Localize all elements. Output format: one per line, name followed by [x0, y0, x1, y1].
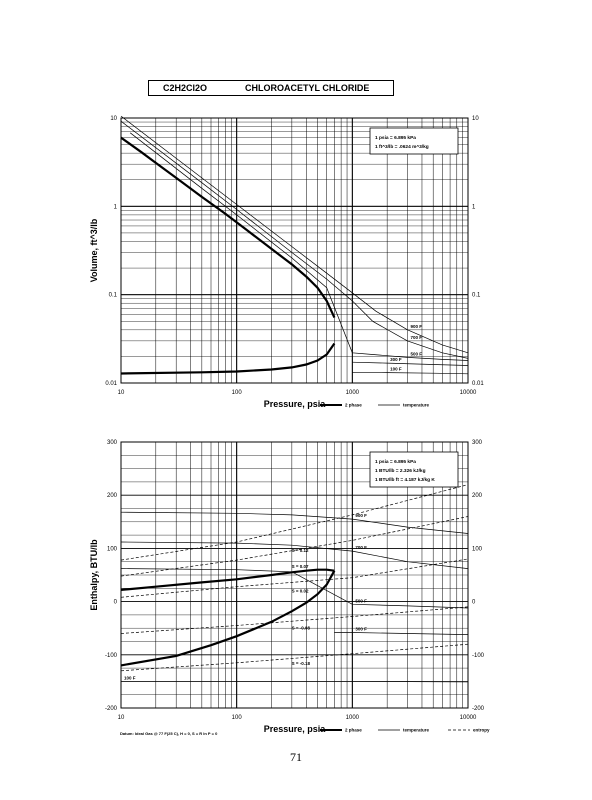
y-tick-label-left: 0: [114, 600, 118, 606]
y-tick-label-left: 200: [107, 493, 118, 499]
isotherm-label: 900 F: [411, 324, 423, 329]
entropy-line: [120, 606, 469, 634]
y-tick-label-right: 0.1: [472, 293, 481, 299]
conversion-note-box: [369, 127, 459, 155]
y-tick-label-right: -100: [472, 653, 485, 659]
y-tick-label-left: 100: [107, 546, 118, 552]
isotherm-line: [129, 132, 469, 361]
datum-footnote: Datum: Ideal Gas @ 77 F(25 C), H = 0, S …: [120, 731, 218, 736]
x-tick-label: 100: [232, 715, 243, 721]
isotherm-label: 500 F: [355, 598, 367, 603]
y-tick-label-right: 10: [472, 116, 479, 122]
entropy-line-label: S = -0.18: [292, 661, 311, 666]
isotherm-line: [334, 632, 469, 635]
y-tick-label-right: 300: [472, 440, 483, 446]
entropy-line-label: S = 0.12: [292, 548, 309, 553]
y-axis-label: Enthalpy, BTU/lb: [89, 539, 99, 611]
conversion-note-line: 1 psia = 6.895 kPa: [375, 459, 416, 465]
legend-label: temperature: [403, 403, 430, 408]
plot-frame: [120, 117, 469, 384]
conversion-note-line: 1 ft^3/lb = .0624 m^3/kg: [375, 144, 429, 150]
y-tick-label-left: 300: [107, 440, 118, 446]
x-tick-label: 10000: [460, 390, 477, 396]
plot-frame: [120, 441, 469, 709]
y-tick-label-right: 0.01: [472, 381, 484, 387]
legend-label: temperature: [403, 728, 430, 733]
y-tick-label-left: -100: [105, 653, 118, 659]
two-phase-liquid-curve: [120, 342, 336, 375]
y-tick-label-left: -200: [105, 706, 118, 712]
isotherm-label: 700 F: [355, 545, 367, 550]
conversion-note-line: 1 BTU/lb = 2.326 kJ/kg: [375, 468, 426, 474]
isotherm-label: 300 F: [355, 626, 367, 631]
two-phase-liquid-curve: [120, 570, 336, 667]
y-tick-label-left: 1: [114, 204, 118, 210]
isotherm-label: 900 F: [355, 513, 367, 518]
isotherm-line: [352, 371, 469, 375]
y-axis-label: Volume, ft^3/lb: [89, 218, 99, 282]
entropy-line: [120, 558, 469, 598]
isotherm-label: 700 F: [411, 335, 423, 340]
legend-label: entropy: [473, 728, 490, 733]
x-tick-label: 1000: [346, 390, 360, 396]
conversion-note-box: [369, 451, 459, 488]
x-tick-label: 1000: [346, 715, 360, 721]
x-tick-label: 10000: [460, 715, 477, 721]
two-phase-vapor-curve: [120, 136, 336, 319]
isotherm-line: [120, 115, 469, 354]
entropy-line-label: S = -0.08: [292, 626, 311, 631]
isotherm-line: [120, 511, 469, 534]
two-phase-vapor-curve: [120, 568, 335, 591]
conversion-note-line: 1 BTU/lb ft = 4.187 kJ/kg K: [375, 477, 435, 483]
y-tick-label-right: 1: [472, 204, 476, 210]
isotherm-line: [352, 361, 469, 366]
isotherm-line: [121, 681, 469, 683]
x-tick-label: 10: [118, 390, 125, 396]
x-tick-label: 100: [232, 390, 243, 396]
chemical-name: CHLOROACETYL CHLORIDE: [245, 83, 370, 93]
y-tick-label-right: 200: [472, 493, 483, 499]
y-tick-label-left: 10: [110, 116, 117, 122]
y-tick-label-right: 0: [472, 600, 476, 606]
y-tick-label-right: 100: [472, 546, 483, 552]
x-axis-label: Pressure, psia: [264, 724, 327, 734]
y-tick-label-left: 0.1: [109, 293, 118, 299]
page-number: 71: [290, 750, 302, 764]
x-tick-label: 10: [118, 715, 125, 721]
entropy-line: [120, 516, 469, 577]
title-box: C2H2Cl2O CHLOROACETYL CHLORIDE: [148, 80, 394, 96]
y-tick-label-left: 0.01: [105, 381, 117, 387]
isotherm-label: 500 F: [411, 351, 423, 356]
entropy-line-label: S = 0.07: [292, 564, 309, 569]
entropy-line: [120, 484, 469, 561]
entropy-line-label: S = 0.02: [292, 589, 309, 594]
isotherm-line: [120, 120, 469, 359]
isotherm-label: 100 F: [124, 675, 136, 680]
isotherm-label: 100 F: [390, 367, 402, 372]
x-axis-label: Pressure, psia: [264, 399, 327, 409]
legend-label: 2 phase: [345, 728, 362, 733]
y-tick-label-right: -200: [472, 706, 485, 712]
conversion-note-line: 1 psia = 6.895 kPa: [375, 135, 416, 141]
isotherm-line: [120, 541, 469, 569]
isotherm-label: 300 F: [390, 357, 402, 362]
entropy-line: [120, 643, 469, 672]
legend-label: 2 phase: [345, 403, 362, 408]
chemical-formula: C2H2Cl2O: [163, 83, 208, 93]
